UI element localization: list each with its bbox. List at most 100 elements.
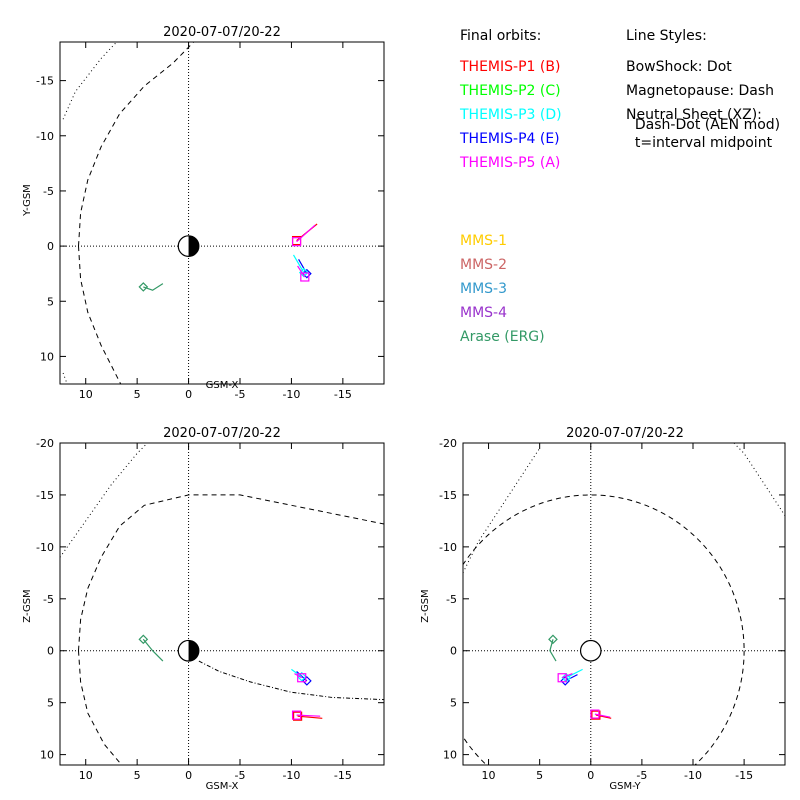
yz-themis-p2-c-marker (557, 673, 567, 683)
yz-y-tick-label: -10 (439, 541, 457, 554)
yz-y-axis-label: Z-GSM (420, 589, 431, 622)
xy-themis-p5-a-marker (291, 237, 302, 247)
xy-x-tick-label: -5 (235, 388, 246, 401)
yz-y-tick-label: 0 (450, 645, 457, 658)
legend-style-item: Dash-Dot (AEN mod) (626, 117, 780, 133)
xz-x-tick-label: 10 (79, 769, 93, 782)
xz-x-tick-label: 5 (134, 769, 141, 782)
xy-x-tick-label: -10 (282, 388, 300, 401)
xy-y-tick-label: 10 (40, 350, 54, 363)
yz-bowshock-line-2 (733, 443, 785, 516)
legend-style-item: t=interval midpoint (626, 135, 773, 151)
legend-style-item: BowShock: Dot (626, 59, 732, 75)
styles-heading: Line Styles: (626, 28, 707, 44)
yz-x-tick-label: 10 (482, 769, 496, 782)
yz-x-axis-label: GSM-Y (609, 781, 641, 792)
xy-magnetopause-line (78, 42, 195, 247)
yz-x-tick-label: 0 (587, 769, 594, 782)
xy-earth-night-side (188, 235, 199, 257)
legend-mms-item: MMS-4 (460, 305, 507, 321)
xz-themis-p1-b-marker (293, 711, 303, 721)
xy-themis-p2-c-marker (300, 272, 310, 282)
xz-neutral-sheet-line (198, 660, 384, 701)
xy-x-tick-label: 0 (185, 388, 192, 401)
xy-panel: 2020-07-07/20-22 10 5 0 -5 -10 -15 -15 -10 -5 0 5 1… (22, 25, 385, 401)
yz-magnetopause-line (463, 494, 745, 765)
legend-mms-item: Arase (ERG) (460, 329, 545, 345)
yz-themis-p4-e-trail (564, 674, 578, 682)
xz-x-tick-label: 0 (185, 769, 192, 782)
yz-x-tick-label: -15 (735, 769, 753, 782)
xy-plot-frame (59, 41, 385, 385)
xy-x-tick-label: 5 (134, 388, 141, 401)
legend-mms-item: MMS-2 (460, 257, 507, 273)
xy-x-tick-label: 10 (79, 388, 93, 401)
xz-themis-p4-e-marker (302, 676, 312, 686)
xy-arase-erg-trail (143, 283, 164, 291)
yz-themis-p2-c-trail (561, 673, 573, 679)
xz-y-tick-label: 10 (40, 749, 54, 762)
xy-bowshock-line-2 (62, 372, 68, 384)
yz-y-tick-label: -15 (439, 489, 457, 502)
xy-panel-title: 2020-07-07/20-22 (163, 25, 281, 40)
xz-x-tick-label: -10 (282, 769, 300, 782)
xz-themis-p2-c-marker (297, 673, 307, 683)
xy-x-tick-label: -15 (334, 388, 352, 401)
xz-arase-erg-marker (138, 634, 149, 645)
yz-themis-p5-a-trail (594, 713, 611, 718)
legend-themis-item: THEMIS-P1 (B) (459, 59, 560, 75)
xy-bowshock-line (62, 42, 117, 120)
xz-y-tick-label: -5 (43, 593, 54, 606)
legend-style-item: Neutral Sheet (XZ): (626, 107, 762, 123)
legend-mms-item: MMS-1 (460, 233, 507, 249)
xz-y-tick-label: -20 (36, 437, 54, 450)
legend-themis-item: THEMIS-P4 (E) (459, 131, 560, 147)
legend-style-item: Magnetopause: Dash (626, 83, 774, 99)
xz-arase-erg-trail (142, 638, 164, 662)
xy-arase-erg-marker (138, 282, 149, 292)
xz-magnetopause-line-lower (78, 494, 384, 651)
xy-y-tick-label: 5 (47, 295, 54, 308)
xz-x-axis-label: GSM-X (206, 781, 239, 792)
xz-bowshock-line (60, 443, 148, 558)
legend-themis-item: THEMIS-P5 (A) (459, 155, 560, 171)
orbits-heading: Final orbits: (460, 28, 541, 44)
xy-y-tick-label: -5 (43, 185, 54, 198)
xy-y-tick-label: -15 (36, 75, 54, 88)
xz-themis-p5-a-marker (291, 710, 302, 720)
yz-earth-marker (579, 639, 602, 662)
yz-y-tick-label: 10 (443, 749, 457, 762)
xy-themis-p5-a-trail (296, 224, 316, 243)
legend-mms-item: MMS-3 (460, 281, 507, 297)
xz-plot-frame (59, 442, 385, 766)
xz-y-axis-label: Z-GSM (22, 589, 33, 622)
yz-themis-p5-a-marker (590, 709, 600, 719)
xz-magnetopause-line (78, 650, 123, 765)
yz-panel: 2020-07-07/20-22 10 5 0 -5 -10 -15 -20 -15 -10 -5… (420, 426, 786, 792)
yz-bowshock-line (463, 447, 541, 574)
xz-themis-p3-d-trail (291, 668, 303, 678)
yz-y-tick-label: -20 (439, 437, 457, 450)
xy-themis-p2-c-trail (297, 265, 306, 278)
yz-x-tick-label: -10 (684, 769, 702, 782)
xy-y-tick-label: -10 (36, 130, 54, 143)
yz-y-tick-label: 5 (450, 697, 457, 710)
xy-y-axis-label: Y-GSM (22, 184, 33, 217)
xz-earth-night-side (188, 640, 199, 662)
yz-plot-frame (462, 442, 786, 766)
yz-y-tick-label: -5 (446, 593, 457, 606)
yz-x-tick-label: -5 (636, 769, 647, 782)
xz-panel-title: 2020-07-07/20-22 (163, 426, 281, 441)
xz-x-tick-label: -15 (334, 769, 352, 782)
xy-x-axis-label: GSM-X (206, 380, 239, 391)
xz-themis-p3-d-marker (296, 671, 307, 682)
legend-themis-item: THEMIS-P3 (D) (459, 107, 562, 123)
legend-themis-item: THEMIS-P2 (C) (459, 83, 561, 99)
yz-arase-erg-marker (548, 634, 558, 645)
xz-y-tick-label: -10 (36, 541, 54, 554)
xy-y-tick-label: 0 (47, 240, 54, 253)
xz-panel: 2020-07-07/20-22 10 5 0 -5 -10 -15 -20 -15 -10 -5… (22, 426, 385, 792)
yz-panel-title: 2020-07-07/20-22 (566, 426, 684, 441)
xz-y-tick-label: 5 (47, 697, 54, 710)
